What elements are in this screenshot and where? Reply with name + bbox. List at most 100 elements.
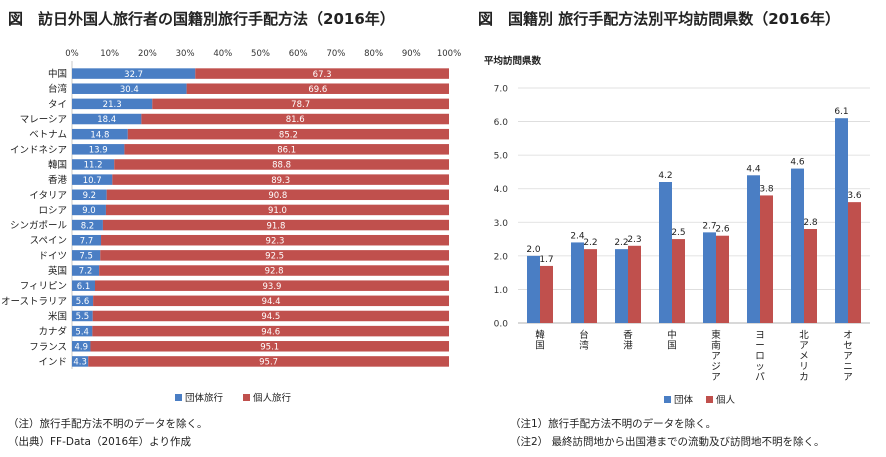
right-data-label-individual: 2.2 [583,238,597,248]
right-category-label-char: セ [843,341,853,352]
left-bar-group [72,295,94,307]
left-data-label-individual: 91.8 [266,221,285,231]
right-y-tick: 6.0 [494,118,509,128]
right-bar-individual [672,239,685,323]
left-x-tick: 30% [176,49,195,59]
right-bar-individual [584,249,597,323]
right-bar-individual [848,202,861,323]
left-bar-individual [186,83,449,94]
left-bar-individual [141,113,450,125]
left-category-label: インドネシア [10,145,67,156]
left-legend-swatch-individual [243,394,250,401]
left-category-label: 台湾 [48,83,68,95]
right-bar-group [791,168,804,323]
left-x-tick: 0% [65,49,79,59]
left-bar-group [72,234,102,246]
left-data-label-group: 9.2 [83,191,97,201]
right-category-label-char: 国 [535,341,545,352]
left-bar-group [72,83,187,94]
left-category-label: 英国 [48,265,67,277]
left-data-label-group: 14.8 [90,130,109,140]
left-bar-group [72,174,113,185]
left-bar-group [72,113,142,125]
right-bar-group [615,249,628,323]
left-data-label-individual: 81.6 [286,115,305,125]
left-x-tick: 80% [364,49,383,59]
right-data-label-group: 6.1 [834,107,848,117]
left-bar-individual [100,250,450,261]
right-category-label-char: ア [843,351,853,362]
left-bar-group [72,341,91,352]
right-bar-individual [628,245,641,323]
left-bar-individual [102,219,449,231]
left-data-label-individual: 94.5 [261,312,280,322]
right-category-label-char: カ [799,372,809,383]
right-data-label-group: 2.0 [526,245,541,255]
right-category-label-char: 韓 [535,330,545,341]
left-category-label: オーストラリア [1,296,67,307]
left-legend-label-individual: 個人旅行 [253,392,292,404]
left-data-label-group: 7.5 [79,252,93,262]
left-bar-group [72,159,115,170]
left-data-label-individual: 94.4 [262,297,281,307]
left-chart-title: 図 訪日外国人旅行者の国籍別旅行手配方法（2016年） [8,10,395,28]
right-bar-group [835,118,848,323]
right-data-label-group: 4.6 [790,158,805,168]
left-bar-individual [195,68,449,79]
left-bar-group [72,204,106,216]
right-category-label-char: ー [755,341,765,352]
left-data-label-individual: 67.3 [313,70,332,80]
left-bar-individual [127,128,450,140]
right-category-label-char: 中 [667,329,677,341]
left-data-label-group: 4.3 [73,358,87,368]
left-data-label-individual: 91.0 [268,206,287,216]
right-category-label-char: ア [843,372,853,383]
left-data-label-individual: 69.6 [308,85,327,95]
right-category-label-char: メ [799,351,809,362]
left-bar-group [72,250,101,261]
left-bar-group [72,219,103,231]
left-bar-group [72,356,89,367]
left-x-tick: 60% [289,49,308,59]
right-data-label-individual: 2.5 [671,228,685,238]
left-data-label-individual: 94.6 [261,327,280,337]
left-category-label: ベトナム [29,130,67,141]
left-data-label-individual: 92.5 [265,252,284,262]
left-data-label-individual: 86.1 [277,146,296,156]
left-data-label-group: 5.6 [76,297,90,307]
right-category-label-char: 南 [711,340,721,352]
left-bar-individual [152,98,449,110]
right-category-label-char: 湾 [579,340,589,352]
left-x-tick: 100% [437,49,461,59]
left-data-label-individual: 78.7 [291,100,310,110]
right-bar-individual [540,265,553,323]
right-bar-group [703,232,716,323]
left-category-label: タイ [48,99,67,110]
left-note-exclusion: （注）旅行手配方法不明のデータを除く。 [8,418,208,430]
right-note-1: （注1）旅行手配方法不明のデータを除く。 [510,418,717,430]
right-data-label-individual: 1.7 [539,255,553,265]
left-bar-individual [94,280,449,291]
left-x-tick: 70% [326,49,345,59]
right-category-label-char: ニ [843,362,853,373]
left-data-label-group: 7.7 [80,236,94,246]
right-category-label-char: ア [711,351,721,362]
left-x-tick: 20% [138,49,157,59]
right-category-label-char: 国 [667,341,677,352]
left-data-label-group: 30.4 [120,85,139,95]
left-data-label-group: 32.7 [124,70,143,80]
left-bar-group [72,144,125,155]
left-category-label: カナダ [38,326,67,338]
left-data-label-group: 13.9 [89,146,108,156]
left-bar-group [72,325,93,337]
left-data-label-group: 7.2 [79,267,93,277]
right-y-axis-title: 平均訪問県数 [484,55,542,67]
right-legend-swatch-group [664,396,671,403]
left-x-tick: 10% [100,49,119,59]
right-chart-title: 図 国籍別 旅行手配方法別平均訪問県数（2016年） [478,10,840,28]
left-data-label-group: 4.9 [74,342,88,352]
right-y-tick: 4.0 [494,185,509,195]
right-category-label-char: ロ [755,351,765,362]
left-data-label-group: 10.7 [83,176,102,186]
right-data-label-individual: 2.6 [715,225,730,235]
